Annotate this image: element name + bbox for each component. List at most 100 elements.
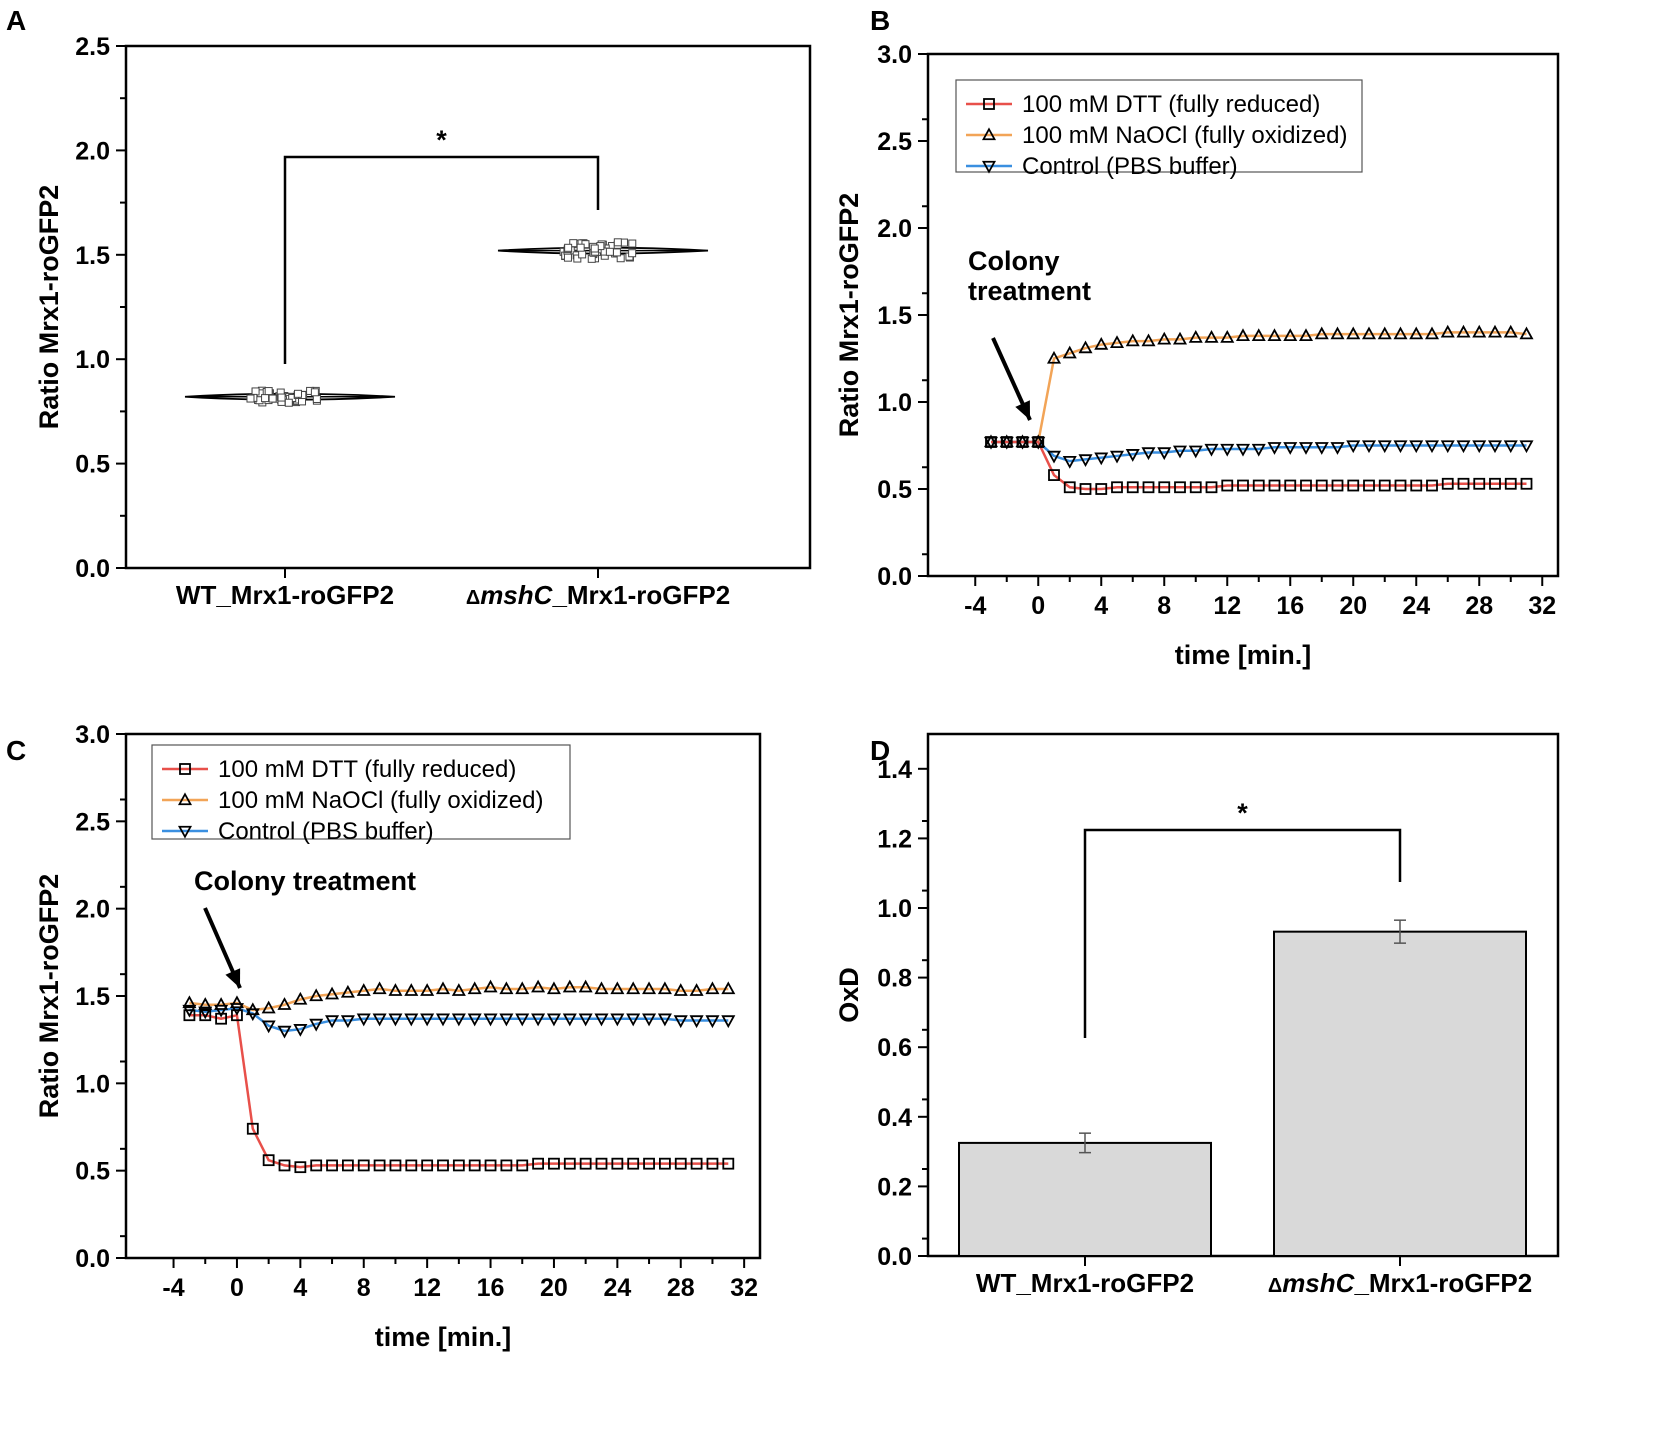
d-xcat-label: WT_Mrx1-roGFP2 [976, 1268, 1194, 1298]
b-series-0-point [1457, 477, 1470, 490]
c-xtick-label: -4 [162, 1274, 184, 1302]
c-series-1-point [467, 981, 482, 995]
a-data-point [578, 250, 587, 259]
b-series-2-point [1235, 443, 1251, 457]
b-series-0-point [1189, 481, 1202, 494]
c-series-0-point [627, 1157, 640, 1170]
b-series-0-point [1174, 481, 1186, 494]
d-ylabel: OxD [834, 967, 864, 1023]
b-series-1-point [1046, 350, 1062, 364]
b-series-1-point [1361, 326, 1377, 340]
a-significance-bracket [283, 155, 600, 364]
panel-d-bar-chart: 0.0 0.2 0.4 0.6 0.8 1.0 1.2 1.4 OxD WT_Mrx1-roGFP… [834, 732, 1560, 1298]
b-series-1-point [1109, 335, 1125, 348]
a-data-point [605, 247, 614, 256]
b-series-1-point [1346, 326, 1361, 340]
b-series-0-point [1473, 477, 1486, 490]
c-series-0-point [246, 1122, 259, 1135]
c-series-1-point [626, 981, 641, 995]
c-series-0-point [262, 1154, 275, 1167]
b-series-0-point [1000, 436, 1013, 448]
b-annotation-text: Colony [968, 246, 1060, 276]
d-ytick-label: 0.6 [877, 1034, 912, 1062]
b-series-1-point [1204, 330, 1219, 343]
c-series-2-point [657, 1013, 672, 1027]
a-ytick-label: 0.0 [75, 555, 110, 583]
c-series-2-point [404, 1013, 419, 1027]
c-series-2-point [562, 1013, 577, 1027]
b-xtick-label: 4 [1094, 592, 1108, 620]
b-series-0-point [1268, 479, 1281, 492]
c-series-1-point [610, 981, 625, 995]
b-ytick-label: 2.5 [877, 128, 912, 156]
c-ytick-label: 0.5 [75, 1158, 110, 1186]
b-ytick-label: 0.5 [877, 476, 912, 504]
b-ytick-label: 2.0 [877, 215, 912, 243]
b-series-2-point [1472, 440, 1487, 454]
c-series-1-point [594, 981, 609, 995]
b-xtick-label: 12 [1213, 592, 1241, 620]
a-ytick-label: 1.0 [75, 346, 110, 374]
b-series-1-point [1062, 345, 1077, 359]
c-series-1-point [356, 983, 371, 996]
b-series-2-point [1046, 450, 1062, 464]
c-series-0-point [659, 1157, 671, 1170]
c-series-2-point [356, 1013, 371, 1027]
c-series-1-point [340, 984, 355, 998]
b-series-1-point [1424, 326, 1440, 340]
c-series-0-point [579, 1157, 592, 1170]
c-series-1-point [309, 988, 324, 1002]
b-series-1-point [1314, 326, 1329, 340]
c-series-1-point [721, 981, 736, 995]
c-series-2-point [705, 1015, 720, 1029]
c-xtick-label: 12 [413, 1274, 441, 1302]
c-series-1-point [451, 983, 466, 996]
b-series-1-point [1377, 326, 1392, 340]
a-data-point [261, 394, 270, 403]
c-ytick-label: 0.0 [75, 1245, 110, 1273]
panel-b-line-chart: 0.0 0.5 1.0 1.5 2.0 2.5 3.0 Ratio Mrx1-roGFP2 -4… [834, 41, 1560, 670]
b-series-0-point [1095, 483, 1108, 495]
c-series-0-point [500, 1159, 513, 1172]
a-data-point [312, 394, 321, 403]
d-plot-frame [926, 732, 1560, 1258]
a-data-point [268, 394, 277, 403]
b-ytick-label: 0.0 [877, 563, 912, 591]
b-series-0-point [1016, 436, 1029, 448]
b-series-2-point [1503, 440, 1518, 454]
c-series-0-point [215, 1012, 228, 1025]
b-series-0-point [1063, 481, 1076, 494]
a-data-point [264, 387, 273, 396]
b-series-2-point [1393, 440, 1408, 454]
c-series-0-point [199, 1009, 212, 1022]
c-xtick-label: 16 [477, 1274, 505, 1302]
b-series-0-point [1079, 483, 1092, 495]
b-series-0-point [1489, 477, 1501, 490]
b-xlabel: time [min.] [1175, 640, 1312, 670]
b-series-1-point [1298, 328, 1314, 342]
c-series-2-point [689, 1015, 704, 1029]
c-series-2-point [721, 1015, 736, 1029]
b-xtick-label: 20 [1339, 592, 1367, 620]
b-xtick-label: 8 [1157, 592, 1171, 620]
a-data-point [310, 388, 319, 397]
c-ytick-label: 2.0 [75, 896, 110, 924]
d-ytick-label: 1.0 [877, 895, 912, 923]
d-significance-bracket [1083, 828, 1402, 1038]
c-series-2-point [546, 1013, 561, 1027]
c-ytick-label: 1.5 [75, 983, 110, 1011]
c-legend-label: 100 mM DTT (fully reduced) [218, 756, 516, 783]
b-series-0-point [1032, 436, 1045, 448]
a-data-point [573, 254, 582, 263]
c-legend-label: Control (PBS buffer) [218, 818, 434, 845]
c-xlabel: time [min.] [375, 1322, 512, 1352]
b-series-0-point [1237, 479, 1249, 492]
c-series-2-point [626, 1013, 641, 1027]
b-series-0-point [1394, 479, 1407, 492]
b-series-0-point [1315, 479, 1328, 492]
c-series-2-point [515, 1013, 530, 1027]
b-legend-marker-point [981, 127, 997, 141]
c-xtick-label: 4 [293, 1274, 307, 1302]
a-plot-frame [124, 44, 812, 570]
c-series-1-point [531, 979, 546, 993]
